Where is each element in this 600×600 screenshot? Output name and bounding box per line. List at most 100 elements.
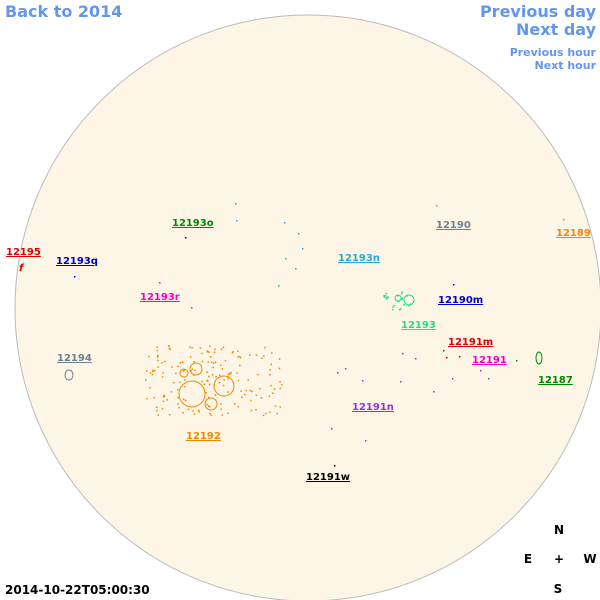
spot-dot bbox=[278, 367, 281, 370]
spot-dot bbox=[401, 298, 403, 301]
spot-dot bbox=[409, 303, 412, 305]
spot-dot bbox=[269, 374, 271, 376]
region-label[interactable]: 12193 bbox=[401, 320, 436, 331]
region-label[interactable]: 12187 bbox=[538, 375, 573, 386]
spot-dot bbox=[276, 412, 278, 415]
previous-day-link[interactable]: Previous day bbox=[480, 2, 597, 21]
spot-dot bbox=[239, 356, 242, 359]
spot-dot bbox=[227, 375, 229, 378]
spot-dot bbox=[157, 354, 159, 357]
spot-dot bbox=[170, 391, 173, 393]
region-label[interactable]: 12190 bbox=[436, 220, 471, 231]
spot-dot bbox=[208, 383, 211, 386]
next-day-link[interactable]: Next day bbox=[516, 20, 597, 39]
back-link[interactable]: Back to 2014 bbox=[5, 2, 122, 21]
spot-dot bbox=[250, 399, 252, 402]
spot-dot bbox=[191, 307, 193, 309]
spot-dot bbox=[278, 285, 280, 287]
region-label[interactable]: 12189 bbox=[556, 228, 591, 239]
spot-dot bbox=[163, 394, 165, 397]
spot bbox=[204, 397, 218, 411]
spot-dot bbox=[386, 296, 388, 299]
spot-dot bbox=[194, 369, 196, 372]
spot-dot bbox=[212, 362, 215, 365]
next-hour-link[interactable]: Next hour bbox=[535, 59, 597, 72]
spot-dot bbox=[563, 219, 565, 221]
spot-dot bbox=[400, 292, 403, 295]
spot-dot bbox=[298, 233, 300, 235]
spot-dot bbox=[215, 376, 217, 378]
spot-dot bbox=[255, 409, 257, 411]
spot-dot bbox=[184, 399, 187, 402]
spot-dot bbox=[155, 406, 158, 409]
region-label[interactable]: 12193r bbox=[140, 292, 180, 303]
region-label[interactable]: 12192 bbox=[186, 431, 221, 442]
spot-dot bbox=[208, 375, 210, 378]
spot-dot bbox=[453, 284, 455, 286]
spot-dot bbox=[146, 397, 148, 400]
spot-dot bbox=[235, 203, 237, 205]
spot-dot bbox=[218, 381, 221, 384]
region-label[interactable]: 12191n bbox=[352, 402, 394, 413]
spot-dot bbox=[243, 393, 246, 396]
spot-dot bbox=[168, 345, 170, 347]
spot-dot bbox=[175, 372, 177, 375]
spot-dot bbox=[255, 394, 258, 397]
spot-dot bbox=[237, 350, 239, 352]
spot-dot bbox=[393, 304, 396, 307]
spot-dot bbox=[157, 414, 160, 416]
spot-dot bbox=[178, 381, 181, 384]
spot-dot bbox=[221, 414, 223, 416]
spot-dot bbox=[209, 412, 211, 415]
spot-dot bbox=[271, 392, 274, 394]
region-label[interactable]: 12191m bbox=[448, 337, 493, 348]
region-label[interactable]: 12195 bbox=[6, 247, 41, 258]
spot bbox=[535, 351, 543, 365]
region-label[interactable]: 12191w bbox=[306, 472, 350, 483]
spot-dot bbox=[398, 308, 401, 311]
spot-dot bbox=[345, 368, 347, 370]
spot-dot bbox=[205, 391, 208, 394]
spot-dot bbox=[179, 362, 182, 364]
spot-dot bbox=[516, 360, 518, 362]
spot-dot bbox=[386, 298, 388, 300]
spot-dot bbox=[403, 304, 405, 306]
spot-dot bbox=[270, 384, 272, 387]
spot-dot bbox=[148, 355, 150, 358]
region-label[interactable]: 12191 bbox=[472, 355, 507, 366]
sunspots: f bbox=[19, 203, 565, 467]
region-labels: 12195 12193q 12193o 12193r 12194 12192 12193n 1… bbox=[6, 218, 591, 483]
compass-east: E bbox=[524, 552, 532, 566]
spot-dot bbox=[209, 355, 212, 358]
spot-dot bbox=[207, 405, 210, 407]
spot-dot bbox=[400, 308, 402, 310]
region-label[interactable]: 12194 bbox=[57, 353, 92, 364]
spot-dot bbox=[362, 380, 364, 382]
spot-dot bbox=[190, 370, 192, 372]
spot-dot bbox=[177, 365, 179, 368]
spot bbox=[179, 368, 189, 378]
previous-hour-link[interactable]: Previous hour bbox=[510, 46, 597, 59]
region-label[interactable]: 12193q bbox=[56, 256, 98, 267]
spot-dot bbox=[207, 361, 209, 363]
spot-dot bbox=[255, 354, 258, 357]
spot-dot bbox=[278, 358, 281, 360]
spot-dot bbox=[178, 406, 180, 409]
spot-dot bbox=[220, 403, 222, 405]
spot-dot bbox=[189, 346, 191, 349]
region-label[interactable]: 12193o bbox=[172, 218, 214, 229]
spot-dot bbox=[191, 346, 193, 349]
spot-dot bbox=[177, 388, 179, 391]
spot-dot bbox=[168, 413, 171, 416]
spot-dot bbox=[257, 373, 259, 376]
region-label[interactable]: 12193n bbox=[338, 253, 380, 264]
spot-dot bbox=[397, 300, 400, 303]
spot-dot bbox=[209, 345, 211, 347]
spot-dot bbox=[227, 373, 230, 376]
spot-dot bbox=[385, 292, 387, 295]
spot-dot bbox=[149, 387, 151, 389]
spot-dot bbox=[387, 296, 389, 299]
spot-dot bbox=[459, 356, 461, 358]
region-label[interactable]: 12190m bbox=[438, 295, 483, 306]
